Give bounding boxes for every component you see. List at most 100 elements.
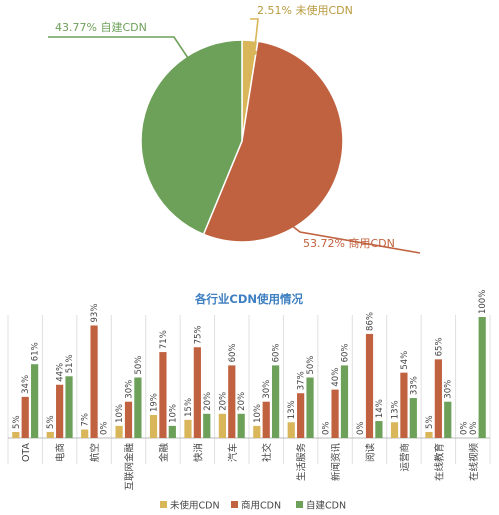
bar-commercial bbox=[90, 325, 98, 438]
legend: 未使用CDN 商用CDN 自建CDN bbox=[160, 500, 346, 512]
bar-self-built bbox=[306, 377, 314, 438]
bar-value-label: 44% bbox=[56, 363, 66, 382]
pie-slice-label: 2.51% 未使用CDN bbox=[257, 4, 353, 17]
pie-callout-line bbox=[250, 18, 259, 53]
bar-chart-title: 各行业CDN使用情况 bbox=[194, 292, 304, 306]
bar-value-label: 5% bbox=[425, 415, 435, 429]
pie-callout-line bbox=[48, 36, 199, 74]
category-label: 社交 bbox=[261, 443, 273, 463]
bar-commercial bbox=[400, 372, 408, 438]
bar-commercial bbox=[331, 389, 339, 438]
category-label: 在线教育 bbox=[433, 443, 445, 481]
bar-commercial bbox=[228, 365, 236, 438]
bar-unused bbox=[390, 422, 399, 438]
bar-value-label: 40% bbox=[331, 368, 341, 387]
bar-value-label: 20% bbox=[218, 392, 228, 411]
bar-unused bbox=[218, 413, 226, 438]
category-label: 电商 bbox=[55, 443, 67, 462]
bar-value-label: 30% bbox=[444, 380, 454, 399]
bar-self-built bbox=[168, 425, 176, 438]
bar-value-label: 14% bbox=[375, 399, 385, 418]
bar-self-built bbox=[134, 377, 142, 438]
bar-value-label: 30% bbox=[262, 380, 272, 399]
bar-value-label: 0% bbox=[322, 422, 332, 436]
category-label: 汽车 bbox=[227, 443, 239, 462]
bar-value-label: 75% bbox=[193, 325, 203, 344]
bar-self-built bbox=[65, 376, 73, 438]
pie-slice-label: 43.77% 自建CDN bbox=[55, 20, 147, 34]
category-label: 新闻资讯 bbox=[330, 443, 342, 482]
bar-unused bbox=[425, 431, 433, 438]
pie-slice-commercial bbox=[202, 40, 344, 243]
bar-value-label: 7% bbox=[81, 413, 91, 427]
bar-value-label: 60% bbox=[228, 343, 238, 362]
bar-commercial bbox=[56, 384, 64, 438]
pie-callout-dot bbox=[251, 49, 257, 56]
bar-value-label: 50% bbox=[306, 356, 316, 375]
bar-value-label: 15% bbox=[184, 398, 194, 417]
legend-swatch-unused bbox=[160, 501, 167, 508]
bar-value-label: 100% bbox=[478, 290, 488, 314]
pie-callout-dot bbox=[275, 212, 281, 218]
bar-value-label: 10% bbox=[253, 404, 263, 423]
pie-callout-dot bbox=[195, 70, 201, 76]
legend-label-unused: 未使用CDN bbox=[170, 500, 220, 512]
pie-slice-self-built bbox=[140, 39, 243, 236]
category-label: 在线视频 bbox=[468, 443, 480, 482]
bar-value-label: 60% bbox=[272, 343, 282, 362]
bar-value-label: 5% bbox=[12, 415, 22, 429]
bar-value-label: 61% bbox=[31, 342, 41, 361]
bar-value-label: 0% bbox=[459, 422, 469, 436]
category-label: 阅读 bbox=[365, 443, 377, 463]
bar-unused bbox=[12, 431, 20, 438]
bar-unused bbox=[46, 431, 54, 438]
bar-value-label: 0% bbox=[469, 422, 479, 436]
bar-value-label: 10% bbox=[115, 404, 125, 423]
bar-self-built bbox=[478, 317, 486, 438]
bar-value-label: 37% bbox=[297, 371, 307, 390]
category-label: OTA bbox=[21, 443, 32, 463]
pie-slice-label: 53.72% 商用CDN bbox=[303, 236, 395, 250]
bar-commercial bbox=[21, 396, 29, 438]
bar-value-label: 10% bbox=[168, 404, 178, 423]
category-label: 金融 bbox=[158, 443, 170, 463]
bar-commercial bbox=[159, 352, 167, 438]
bar-value-label: 13% bbox=[287, 400, 297, 419]
bar-unused bbox=[253, 425, 261, 438]
category-label: 生活服务 bbox=[296, 443, 308, 482]
bar-commercial bbox=[365, 333, 374, 438]
legend-swatch-self-built bbox=[296, 501, 303, 508]
bar-unused bbox=[81, 429, 89, 438]
category-label: 互联网金融 bbox=[124, 443, 136, 491]
bar-commercial bbox=[193, 347, 201, 438]
bar-value-label: 20% bbox=[203, 392, 213, 411]
pie-callout-line bbox=[277, 214, 421, 254]
bar-value-label: 86% bbox=[366, 312, 376, 331]
bar-self-built bbox=[203, 413, 211, 438]
bar-value-label: 33% bbox=[409, 376, 419, 395]
bar-value-label: 65% bbox=[434, 337, 444, 356]
bar-commercial bbox=[297, 393, 305, 438]
category-label: 运营商 bbox=[399, 443, 411, 472]
bar-commercial bbox=[434, 359, 442, 438]
bar-self-built bbox=[409, 398, 417, 438]
category-label: 航空 bbox=[89, 443, 101, 462]
bar-value-label: 0% bbox=[356, 422, 366, 436]
bar-unused bbox=[149, 415, 158, 438]
pie-callouts: 2.51% 未使用CDN 53.72% 商用CDN 43.77% 自建CDN bbox=[48, 4, 421, 254]
bar-unused bbox=[184, 419, 192, 438]
bar-commercial bbox=[124, 401, 133, 438]
bar-unused bbox=[115, 425, 123, 438]
bar-self-built bbox=[340, 365, 349, 438]
legend-swatch-commercial bbox=[231, 501, 238, 508]
bar-commercial bbox=[262, 401, 270, 438]
bar-value-label: 13% bbox=[391, 400, 401, 419]
bar-self-built bbox=[237, 413, 245, 438]
category-label: 快消 bbox=[192, 443, 204, 462]
bar-value-label: 30% bbox=[125, 380, 135, 399]
bar-self-built bbox=[272, 365, 280, 438]
bar-value-label: 51% bbox=[65, 354, 75, 373]
bar-value-label: 0% bbox=[99, 422, 109, 436]
